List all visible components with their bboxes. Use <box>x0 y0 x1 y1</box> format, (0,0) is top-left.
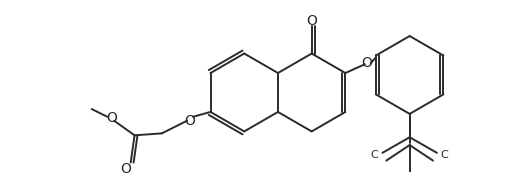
Text: C: C <box>371 150 379 160</box>
Text: O: O <box>120 162 132 176</box>
Text: O: O <box>361 56 372 70</box>
Text: O: O <box>106 111 117 125</box>
Text: C: C <box>441 150 449 160</box>
Text: O: O <box>306 14 317 28</box>
Text: O: O <box>185 114 196 128</box>
